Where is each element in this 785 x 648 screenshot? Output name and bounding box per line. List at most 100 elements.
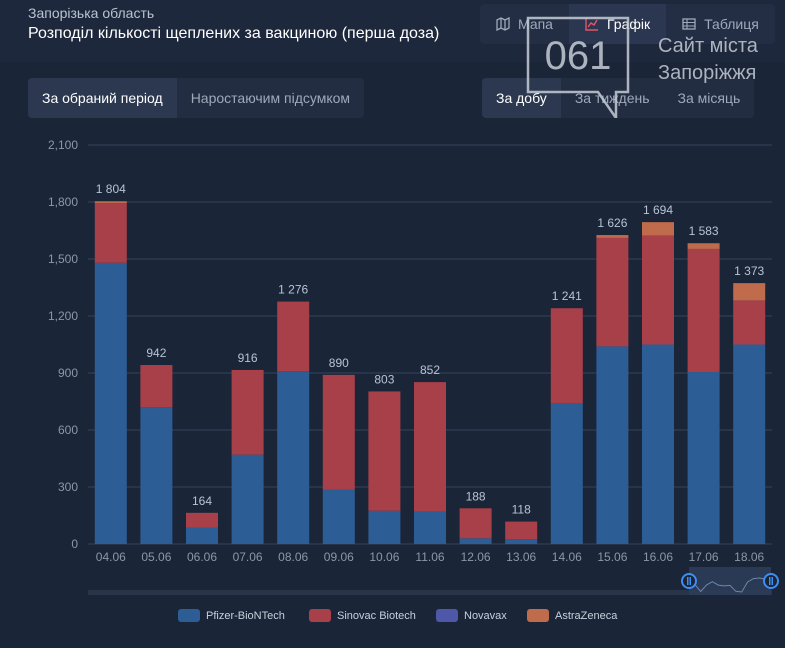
bar-total-label: 1 804 xyxy=(96,182,126,196)
bar-segment-astrazeneca[interactable] xyxy=(596,235,629,238)
navigator-handle-grip xyxy=(689,577,691,585)
bar-total-label: 803 xyxy=(374,372,394,386)
bar-segment-pfizer-biontech[interactable] xyxy=(642,344,674,545)
y-tick-label: 1,800 xyxy=(48,195,78,209)
bar-total-label: 890 xyxy=(329,356,349,370)
bar-segment-pfizer-biontech[interactable] xyxy=(277,371,310,544)
navigator-track xyxy=(88,590,772,595)
x-tick-label: 11.06 xyxy=(415,550,444,564)
tab-monthly[interactable]: За місяць xyxy=(677,90,741,106)
y-tick-label: 0 xyxy=(71,537,78,551)
navigator-handle-grip xyxy=(687,577,689,585)
bar-segment-sinovac-biotech[interactable] xyxy=(94,203,127,263)
x-tick-label: 13.06 xyxy=(506,550,536,564)
x-tick-label: 12.06 xyxy=(461,550,491,564)
bar-total-label: 1 626 xyxy=(597,216,627,230)
navigator-handle-grip xyxy=(769,577,771,585)
x-tick-label: 09.06 xyxy=(324,550,354,564)
bar-segment-sinovac-biotech[interactable] xyxy=(140,365,173,408)
legend-label-sinovac-biotech[interactable]: Sinovac Biotech xyxy=(337,610,416,622)
bar-segment-pfizer-biontech[interactable] xyxy=(94,262,127,544)
legend-label-pfizer-biontech[interactable]: Pfizer-BioNTech xyxy=(206,610,285,622)
bar-segment-pfizer-biontech[interactable] xyxy=(368,510,401,544)
bar-total-label: 188 xyxy=(466,489,486,503)
tab-selected-period[interactable]: За обраний період xyxy=(28,78,177,118)
x-tick-label: 06.06 xyxy=(187,550,217,564)
bar-segment-astrazeneca[interactable] xyxy=(733,283,766,301)
bar-segment-sinovac-biotech[interactable] xyxy=(414,382,446,512)
bar-segment-pfizer-biontech[interactable] xyxy=(596,346,629,544)
navigator-left-handle[interactable] xyxy=(681,573,697,589)
chart-title: Розподіл кількості щеплених за вакциною … xyxy=(28,25,440,42)
bar-segment-astrazeneca[interactable] xyxy=(94,201,127,204)
bar-segment-sinovac-biotech[interactable] xyxy=(596,237,629,347)
bar-segment-pfizer-biontech[interactable] xyxy=(550,403,583,544)
bar-segment-sinovac-biotech[interactable] xyxy=(186,512,218,528)
tab-cumulative[interactable]: Наростаючим підсумком xyxy=(190,90,351,106)
bar-segment-pfizer-biontech[interactable] xyxy=(733,344,766,545)
bar-total-label: 118 xyxy=(512,503,531,517)
navigator-sparkline xyxy=(688,576,772,593)
bar-segment-pfizer-biontech[interactable] xyxy=(140,407,173,544)
bar-total-label: 1 276 xyxy=(278,283,308,297)
bar-segment-sinovac-biotech[interactable] xyxy=(322,374,355,490)
bar-segment-sinovac-biotech[interactable] xyxy=(368,391,401,511)
legend-swatch-astrazeneca[interactable] xyxy=(527,609,549,622)
bar-total-label: 1 241 xyxy=(552,289,582,303)
y-tick-label: 300 xyxy=(58,480,78,494)
y-tick-label: 600 xyxy=(58,423,78,437)
bar-total-label: 916 xyxy=(238,351,258,365)
bar-segment-sinovac-biotech[interactable] xyxy=(459,508,492,539)
x-tick-label: 15.06 xyxy=(597,550,627,564)
legend-label-astrazeneca[interactable]: AstraZeneca xyxy=(555,610,618,622)
y-tick-label: 1,500 xyxy=(48,252,78,266)
tab-table[interactable]: Таблиця xyxy=(666,4,775,44)
bar-total-label: 852 xyxy=(420,363,440,377)
x-tick-label: 10.06 xyxy=(369,550,399,564)
bar-segment-sinovac-biotech[interactable] xyxy=(550,308,583,404)
tab-table-label: Таблиця xyxy=(704,16,759,32)
x-tick-label: 18.06 xyxy=(734,550,764,564)
bar-segment-pfizer-biontech[interactable] xyxy=(505,539,538,544)
bar-segment-sinovac-biotech[interactable] xyxy=(505,521,538,540)
x-tick-label: 08.06 xyxy=(278,550,308,564)
bar-segment-astrazeneca[interactable] xyxy=(687,243,720,249)
bar-segment-sinovac-biotech[interactable] xyxy=(733,300,766,345)
bar-segment-pfizer-biontech[interactable] xyxy=(414,511,446,544)
x-tick-label: 14.06 xyxy=(552,550,582,564)
legend-label-novavax[interactable]: Novavax xyxy=(464,610,507,622)
bar-segment-astrazeneca[interactable] xyxy=(642,222,674,236)
bar-segment-pfizer-biontech[interactable] xyxy=(231,454,264,544)
x-tick-label: 04.06 xyxy=(96,550,126,564)
navigator-right-handle[interactable] xyxy=(763,573,779,589)
legend-swatch-pfizer-biontech[interactable] xyxy=(178,609,200,622)
legend-swatch-sinovac-biotech[interactable] xyxy=(309,609,331,622)
navigator-selection[interactable] xyxy=(689,567,771,595)
y-tick-label: 1,200 xyxy=(48,309,78,323)
bar-segment-pfizer-biontech[interactable] xyxy=(186,527,218,544)
bar-total-label: 942 xyxy=(146,346,166,360)
bar-segment-sinovac-biotech[interactable] xyxy=(277,301,310,372)
bar-segment-sinovac-biotech[interactable] xyxy=(687,248,720,373)
x-tick-label: 16.06 xyxy=(643,550,673,564)
mode-tabs: За обраний період Наростаючим підсумком xyxy=(28,78,365,118)
bar-segment-pfizer-biontech[interactable] xyxy=(322,489,355,544)
x-tick-label: 07.06 xyxy=(233,550,263,564)
bar-total-label: 1 373 xyxy=(734,264,764,278)
x-tick-label: 17.06 xyxy=(689,550,719,564)
map-icon xyxy=(496,17,510,31)
bar-total-label: 1 694 xyxy=(643,203,673,217)
region-name: Запорізька область xyxy=(28,5,155,21)
table-icon xyxy=(682,18,696,30)
legend-swatch-novavax[interactable] xyxy=(436,609,458,622)
y-tick-label: 2,100 xyxy=(48,138,78,152)
bar-total-label: 1 583 xyxy=(689,224,719,238)
y-tick-label: 900 xyxy=(58,366,78,380)
navigator-handle-grip xyxy=(771,577,773,585)
bar-segment-sinovac-biotech[interactable] xyxy=(231,369,264,455)
x-tick-label: 05.06 xyxy=(141,550,171,564)
bar-segment-pfizer-biontech[interactable] xyxy=(687,372,720,544)
bar-segment-pfizer-biontech[interactable] xyxy=(459,538,492,544)
bar-segment-sinovac-biotech[interactable] xyxy=(642,235,674,345)
